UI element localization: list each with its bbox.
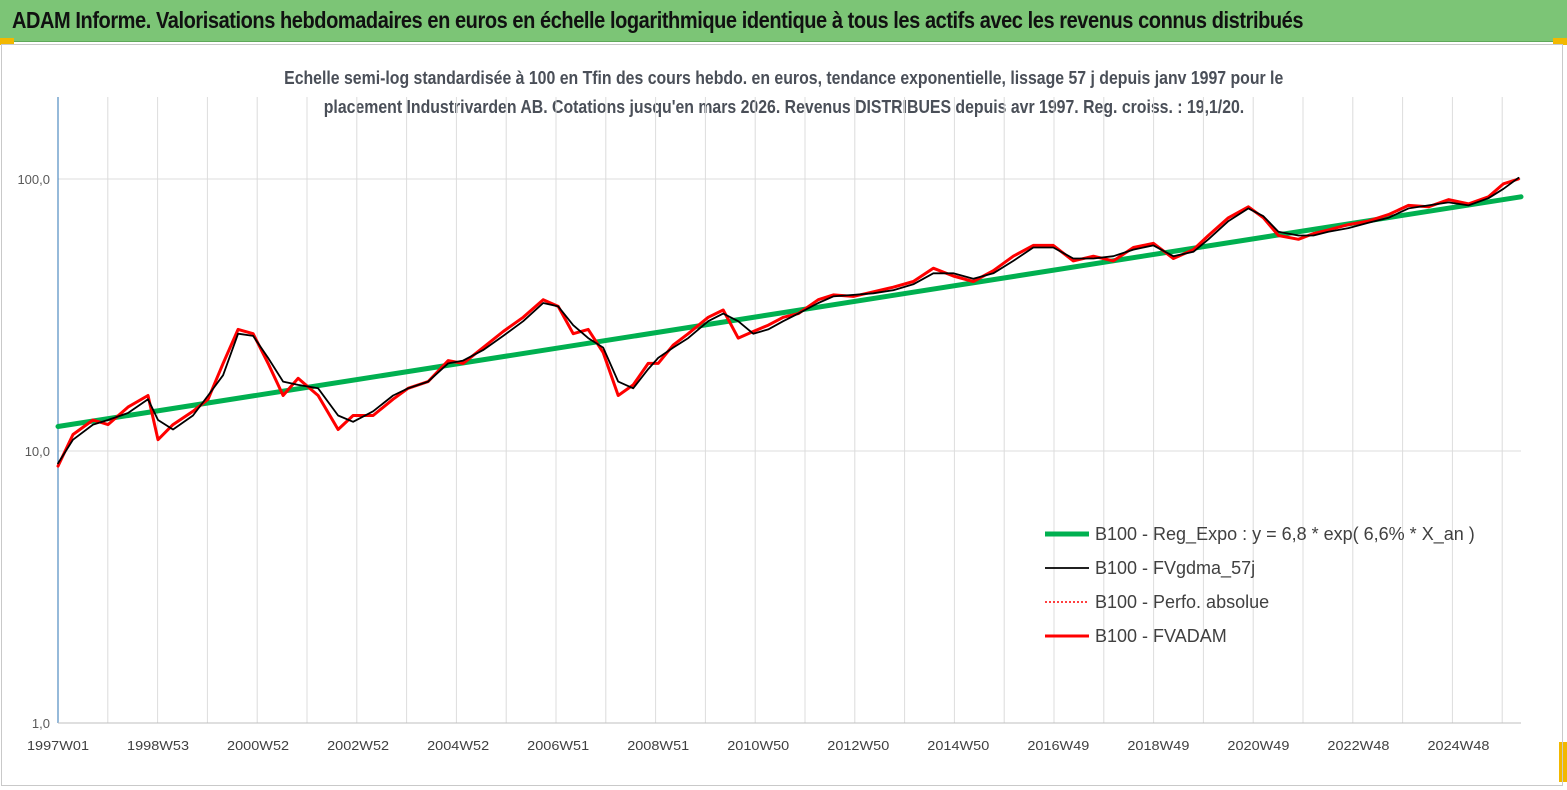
x-tick-label: 2018W49 — [1127, 738, 1189, 753]
chart-subtitle-line-2: placement Industrivarden AB. Cotations j… — [323, 97, 1244, 117]
x-tick-label: 1998W53 — [127, 738, 189, 753]
series-line-thin-black — [57, 176, 1520, 465]
title-banner: ADAM Informe. Valorisations hebdomadaire… — [0, 0, 1567, 42]
x-tick-label: 2020W49 — [1227, 738, 1289, 753]
x-tick-label: 2014W50 — [927, 738, 989, 753]
corner-marker-bottom-right — [1559, 742, 1567, 782]
x-tick-label: 2024W48 — [1427, 738, 1489, 753]
corner-marker-top-right — [1553, 38, 1567, 45]
chart-subtitle-line-1: Echelle semi-log standardisée à 100 en T… — [283, 68, 1284, 88]
y-tick-label: 10,0 — [25, 444, 50, 459]
chart-area — [1, 44, 1563, 786]
y-tick-label: 100,0 — [17, 172, 50, 187]
series-line-thick-green — [55, 194, 1524, 429]
corner-marker-top-left — [0, 38, 14, 45]
y-tick-label: 1,0 — [32, 716, 50, 731]
series-line-dotted-red — [57, 178, 1520, 467]
x-tick-label: 2022W48 — [1327, 738, 1389, 753]
x-tick-label: 2010W50 — [727, 738, 789, 753]
legend-label: B100 - Perfo. absolue — [1095, 592, 1269, 612]
legend-label: B100 - Reg_Expo : y = 6,8 * exp( 6,6% * … — [1095, 524, 1475, 545]
x-tick-label: 2006W51 — [527, 738, 589, 753]
x-tick-label: 2016W49 — [1027, 738, 1089, 753]
x-tick-label: 2008W51 — [627, 738, 689, 753]
x-tick-label: 1997W01 — [27, 738, 89, 753]
legend-label: B100 - FVADAM — [1095, 626, 1227, 646]
page-title: ADAM Informe. Valorisations hebdomadaire… — [12, 7, 1304, 33]
x-tick-label: 2004W52 — [427, 738, 489, 753]
series-line-thick-red — [56, 177, 1520, 468]
x-tick-label: 2002W52 — [327, 738, 389, 753]
legend-label: B100 - FVgdma_57j — [1095, 558, 1255, 579]
x-tick-label: 2012W50 — [827, 738, 889, 753]
x-tick-label: 2000W52 — [227, 738, 289, 753]
